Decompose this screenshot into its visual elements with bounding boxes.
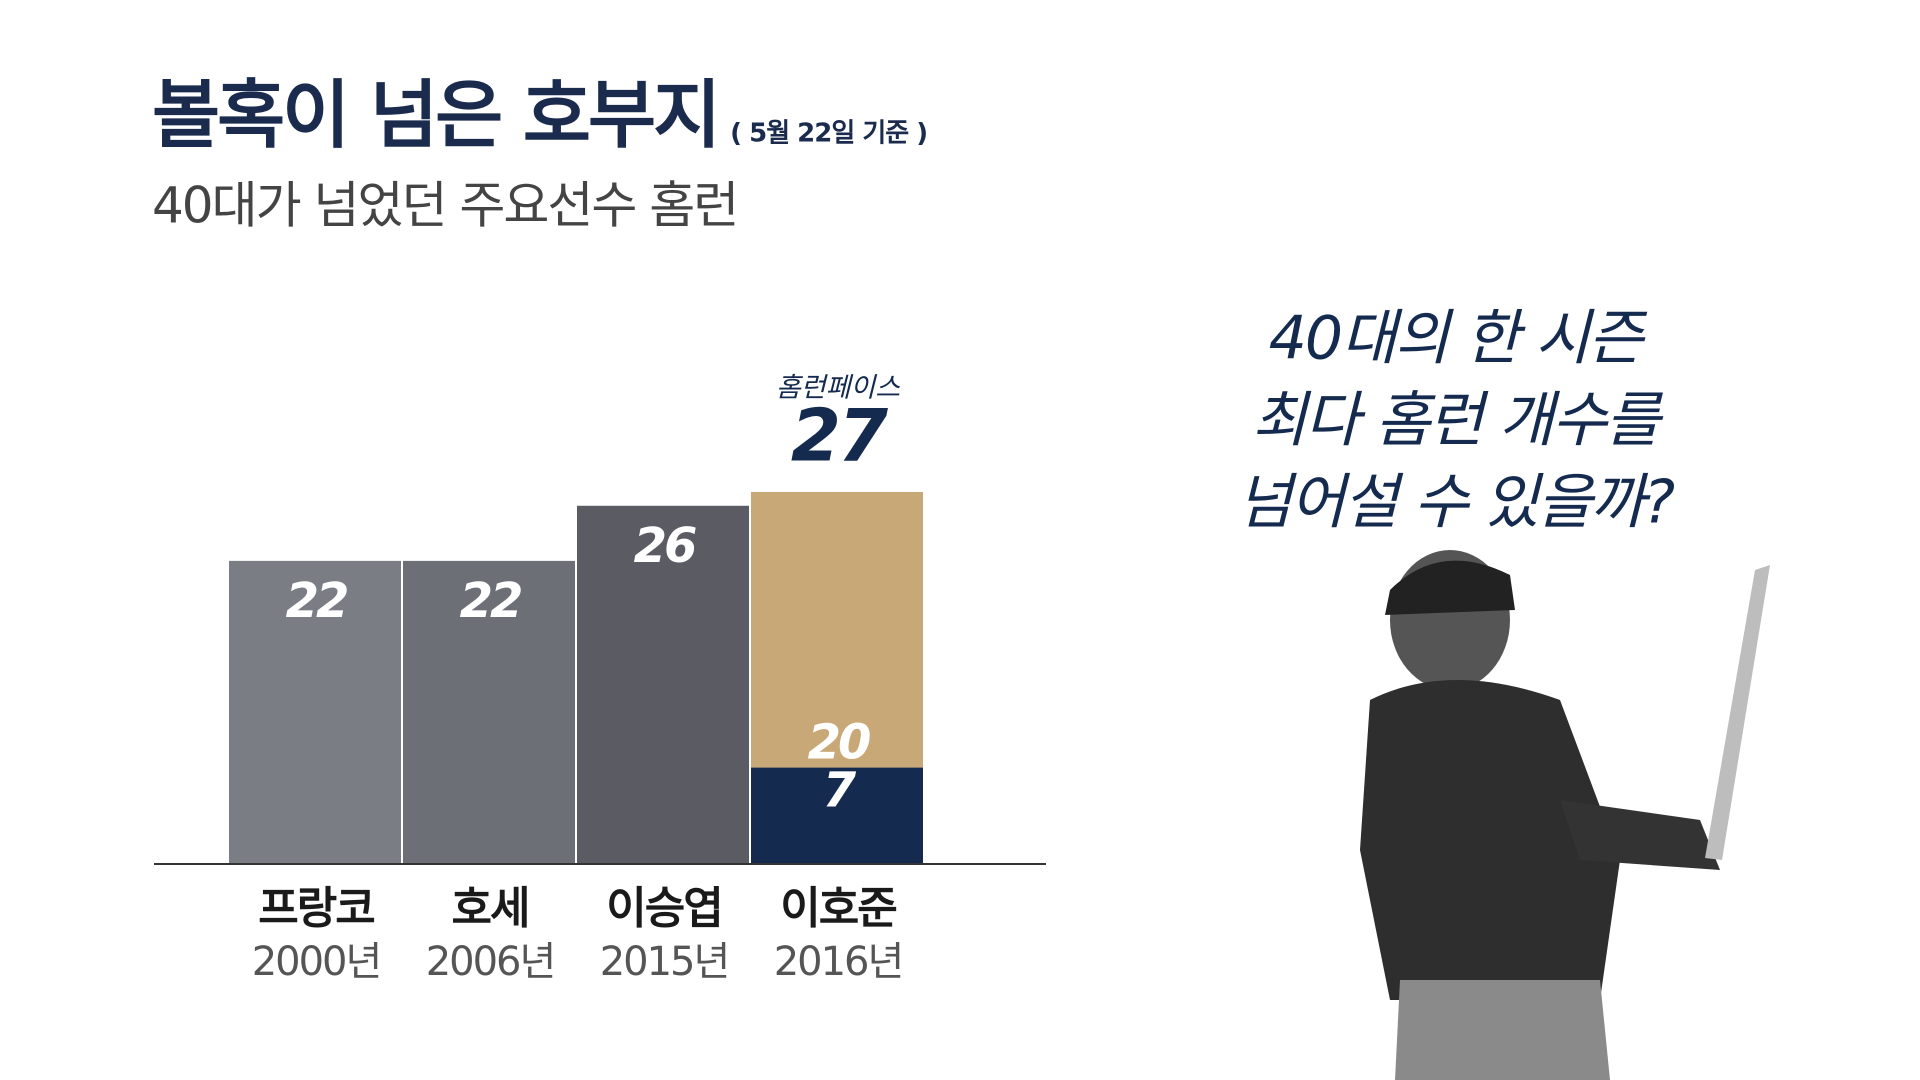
x-tick-label: 프랑코	[258, 883, 374, 934]
annotation-value: 27	[791, 394, 888, 478]
chart-title: 볼혹이 넘은 호부지	[152, 73, 718, 159]
x-tick-sublabel: 2015년	[600, 939, 729, 985]
bar	[229, 560, 401, 864]
bar	[751, 492, 923, 768]
title-note: ( 5월 22일 기준 )	[730, 119, 927, 149]
question-text: 40대의 한 시즌	[1269, 304, 1648, 374]
x-tick-sublabel: 2000년	[252, 939, 381, 985]
data-label: 22	[460, 573, 521, 629]
bar	[577, 505, 749, 864]
x-tick-label: 호세	[452, 883, 529, 934]
data-label: 22	[286, 573, 347, 629]
bar	[751, 767, 923, 864]
data-label: 20	[808, 715, 870, 771]
data-label: 7	[823, 763, 857, 819]
annotation-label: 홈런페이스	[776, 373, 900, 404]
player-photo	[1360, 550, 1770, 1080]
chart-subtitle: 40대가 넘었던 주요선수 홈런	[152, 177, 737, 235]
x-tick-sublabel: 2006년	[426, 939, 555, 985]
question-text: 최다 홈런 개수를	[1252, 386, 1664, 456]
x-tick-sublabel: 2016년	[774, 939, 903, 985]
x-tick-label: 이호준	[780, 883, 896, 934]
bar	[403, 560, 575, 864]
x-tick-label: 이승엽	[606, 883, 721, 934]
data-label: 26	[634, 518, 696, 574]
question-text: 넘어설 수 있을까?	[1237, 468, 1675, 538]
